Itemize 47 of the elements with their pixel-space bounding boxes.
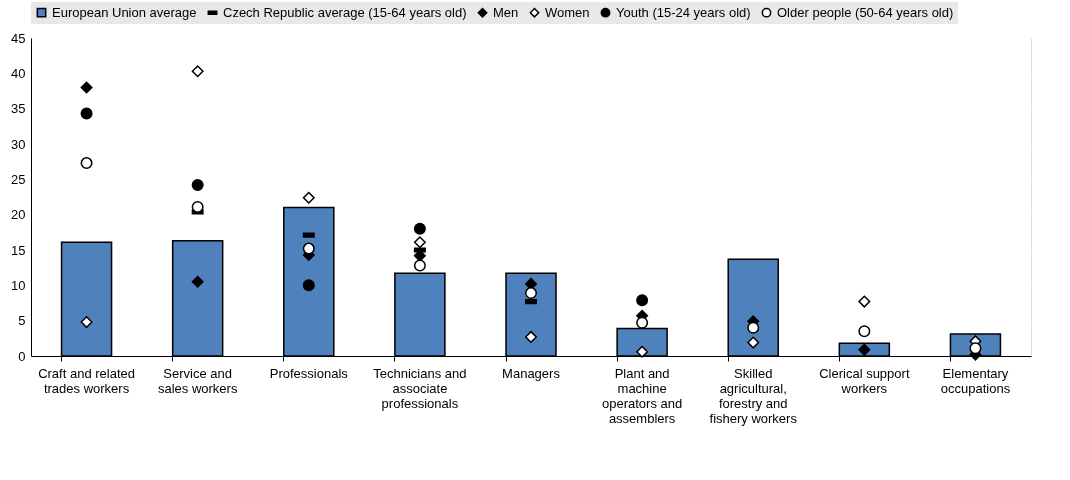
point bbox=[413, 222, 426, 235]
point bbox=[191, 179, 204, 191]
y-tick-label: 10 bbox=[11, 277, 26, 293]
point bbox=[413, 259, 426, 272]
y-tick-label: 25 bbox=[11, 171, 26, 187]
x-tick-label: Elementary occupations bbox=[940, 365, 1011, 396]
point bbox=[191, 275, 204, 288]
x-tick-label: Professionals bbox=[269, 365, 349, 381]
point bbox=[747, 336, 760, 349]
point bbox=[525, 330, 537, 343]
point bbox=[525, 287, 537, 300]
x-tick-label: Service and sales workers bbox=[157, 365, 238, 396]
y-tick-label: 15 bbox=[11, 242, 26, 258]
point bbox=[302, 191, 315, 204]
legend-label: Men bbox=[493, 4, 519, 20]
y-tick-label: 30 bbox=[11, 136, 26, 152]
point bbox=[191, 200, 204, 213]
x-tick-label: Skilled agricultural, forestry and fishery workers bbox=[709, 365, 798, 426]
point bbox=[191, 65, 204, 78]
y-tick-label: 0 bbox=[18, 348, 26, 364]
point bbox=[302, 279, 315, 292]
y-tick-label: 5 bbox=[18, 313, 26, 329]
point bbox=[858, 295, 871, 308]
point bbox=[636, 345, 649, 358]
legend-label: Czech Republic average (15-64 years old) bbox=[223, 4, 467, 20]
legend-label: Youth (15-24 years old) bbox=[616, 4, 751, 20]
y-tick-label: 20 bbox=[11, 207, 26, 223]
point bbox=[858, 325, 871, 338]
point bbox=[80, 81, 93, 94]
point bbox=[413, 236, 426, 249]
x-tick-label: Craft and related trades workers bbox=[38, 365, 135, 396]
point bbox=[80, 107, 93, 120]
legend-label: Older people (50-64 years old) bbox=[777, 4, 954, 20]
x-tick-label: Clerical support workers bbox=[819, 365, 910, 396]
point bbox=[80, 157, 93, 170]
point bbox=[858, 343, 871, 356]
y-tick-label: 40 bbox=[11, 65, 26, 81]
x-tick-label: Managers bbox=[502, 365, 561, 381]
y-tick-label: 45 bbox=[11, 30, 26, 46]
x-tick-label: Plant and machine operators and assemblers bbox=[601, 365, 683, 426]
point bbox=[969, 342, 982, 355]
legend-label: Women bbox=[545, 4, 590, 20]
y-tick-label: 35 bbox=[11, 101, 26, 117]
legend-label: European Union average bbox=[52, 4, 197, 20]
x-tick-label: Technicians and associate professionals bbox=[373, 365, 467, 411]
point bbox=[80, 316, 93, 329]
point bbox=[636, 294, 649, 307]
